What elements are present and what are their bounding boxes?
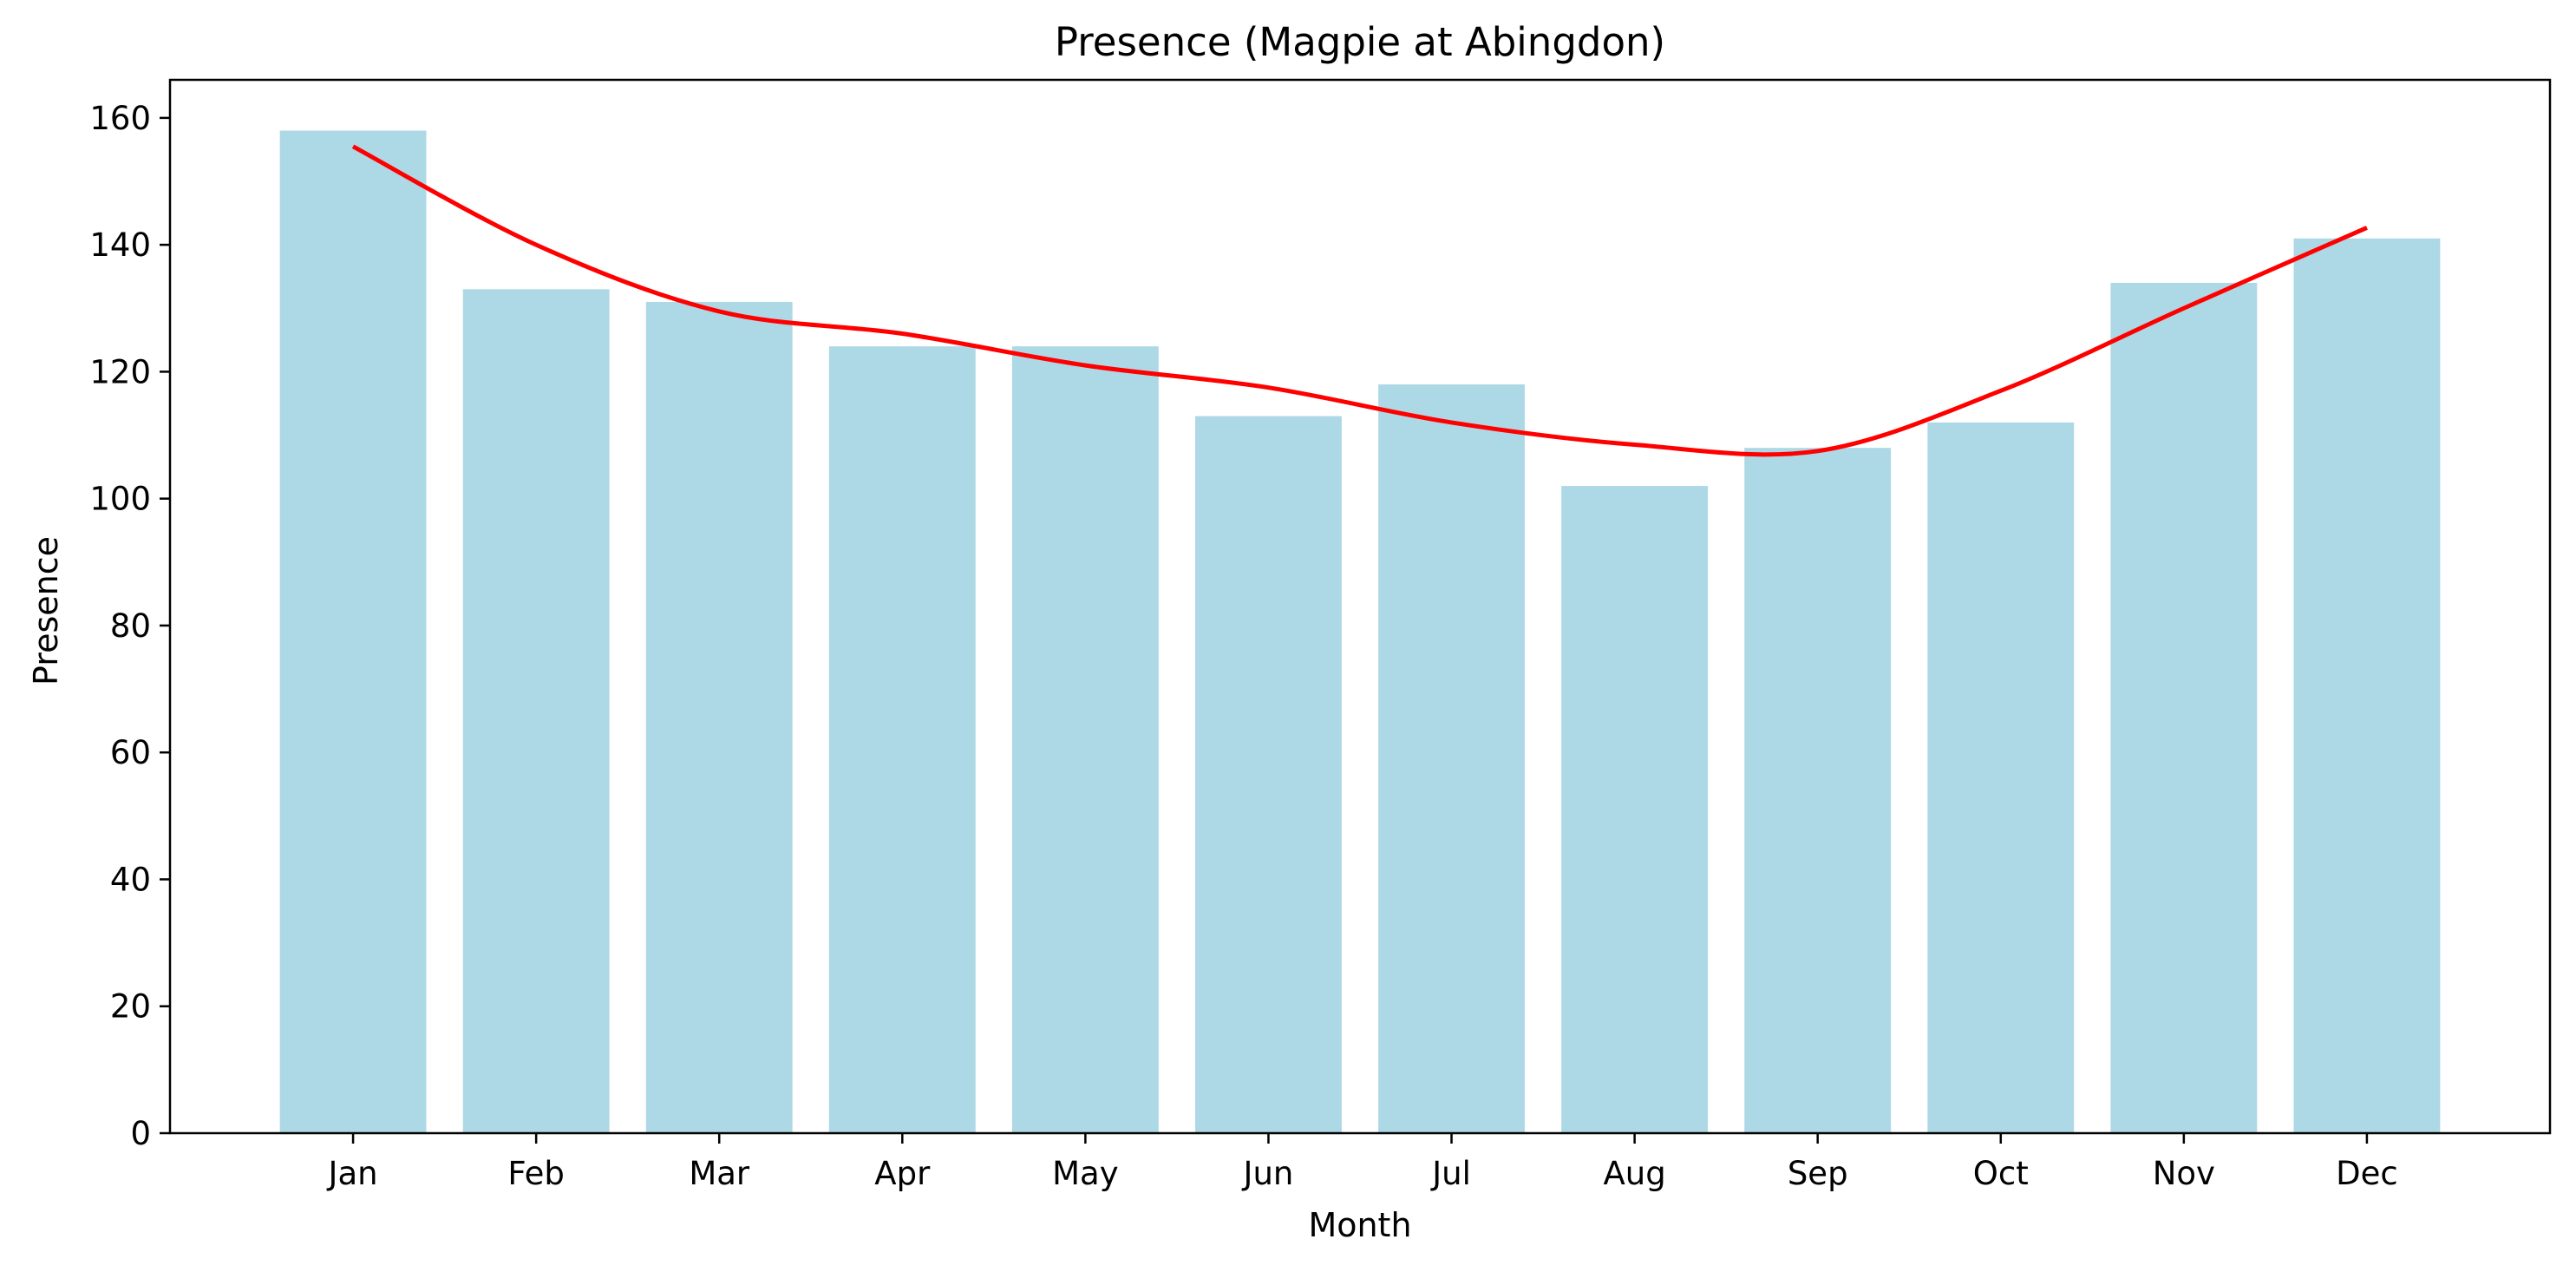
y-tick-label: 100	[89, 481, 151, 518]
x-axis-label: Month	[1308, 1206, 1411, 1244]
x-axis: Jan Feb Mar Apr May Jun Jul Aug Sep Oct Nov Dec	[327, 1133, 2398, 1192]
bar-feb	[462, 289, 610, 1133]
bar-sep	[1744, 448, 1892, 1133]
y-tick-label: 0	[130, 1115, 151, 1152]
x-tick-label: May	[1052, 1155, 1119, 1192]
bar-nov	[2110, 283, 2258, 1133]
x-tick-label: Feb	[507, 1155, 565, 1192]
y-tick-label: 140	[89, 226, 151, 264]
bar-jun	[1195, 416, 1342, 1133]
bar-series	[279, 130, 2441, 1134]
x-tick-label: Dec	[2336, 1155, 2398, 1192]
y-tick-label: 160	[89, 100, 151, 137]
x-tick-label: Jul	[1430, 1155, 1471, 1192]
bar-jul	[1378, 384, 1525, 1133]
bar-aug	[1561, 486, 1709, 1133]
bar-dec	[2293, 238, 2441, 1134]
x-tick-label: Oct	[1973, 1155, 2029, 1192]
x-tick-label: Mar	[689, 1155, 750, 1192]
x-tick-label: Aug	[1603, 1155, 1665, 1192]
trend-line-series	[351, 144, 2368, 457]
plot-frame	[168, 78, 2552, 1135]
y-tick-label: 20	[110, 988, 151, 1026]
y-axis: 0 20 40 60 80 100 120 140 160	[89, 100, 170, 1152]
trend-line	[351, 144, 2368, 457]
bar-jan	[279, 130, 427, 1134]
bar-apr	[828, 346, 976, 1133]
y-tick-label: 60	[110, 734, 151, 771]
x-tick-label: Sep	[1788, 1155, 1848, 1192]
chart-title: Presence (Magpie at Abingdon)	[1055, 19, 1665, 65]
y-tick-label: 40	[110, 861, 151, 898]
y-tick-label: 80	[110, 607, 151, 645]
x-tick-label: Apr	[874, 1155, 931, 1192]
x-tick-label: Jun	[1242, 1155, 1294, 1192]
y-axis-label: Presence	[27, 536, 65, 685]
x-tick-label: Nov	[2153, 1155, 2215, 1192]
bar-oct	[1927, 422, 2075, 1133]
x-tick-label: Jan	[327, 1155, 378, 1192]
y-tick-label: 120	[89, 353, 151, 390]
bar-mar	[645, 301, 793, 1133]
bar-may	[1011, 346, 1159, 1133]
